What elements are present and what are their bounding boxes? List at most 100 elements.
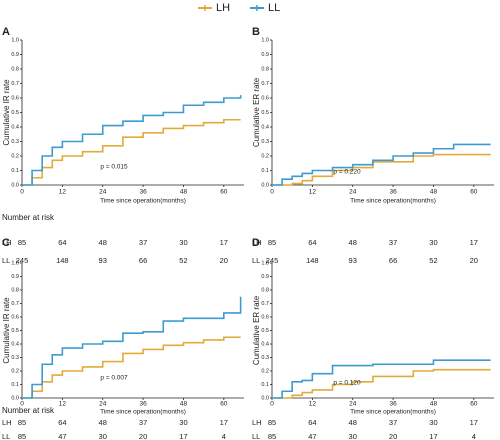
y-tick-label: 0.3: [261, 139, 269, 145]
risk-count: 30: [179, 418, 187, 427]
panel-label: C: [2, 237, 10, 249]
legend-label: LL: [268, 2, 280, 14]
risk-count: 148: [306, 256, 319, 265]
p-value: p = 0.015: [100, 164, 128, 171]
survival-curve: [272, 143, 491, 186]
y-tick-label: 0.0: [261, 395, 269, 401]
risk-count: 93: [349, 256, 357, 265]
x-tick-label: 48: [430, 401, 438, 408]
survival-curve: [22, 296, 242, 399]
risk-count: 30: [349, 432, 357, 440]
risk-row-label: LH: [252, 238, 262, 247]
risk-count: 17: [470, 238, 478, 247]
survival-curve: [272, 368, 491, 399]
x-tick-label: 24: [99, 189, 107, 196]
risk-count: 85: [268, 418, 276, 427]
y-tick-label: 1.0: [11, 37, 19, 43]
risk-count: 20: [389, 432, 397, 440]
panel-label: D: [252, 237, 260, 249]
y-tick-label: 0.6: [261, 95, 269, 101]
survival-curve: [22, 95, 242, 186]
y-tick-label: 0.5: [11, 328, 19, 334]
risk-table-title: Number at risk: [2, 406, 55, 415]
risk-row-label: LH: [2, 238, 12, 247]
risk-count: 30: [429, 238, 437, 247]
y-tick-label: 0.2: [261, 153, 269, 159]
y-tick-label: 0.4: [11, 124, 19, 130]
y-tick-label: 1.0: [261, 260, 269, 266]
y-tick-label: 0.7: [261, 301, 269, 307]
risk-count: 47: [308, 432, 316, 440]
risk-count: 148: [56, 256, 69, 265]
risk-count: 30: [179, 238, 187, 247]
risk-count: 245: [16, 256, 29, 265]
risk-count: 48: [349, 238, 357, 247]
x-tick-label: 12: [59, 189, 67, 196]
risk-count: 20: [139, 432, 147, 440]
y-tick-label: 0.8: [11, 66, 19, 72]
y-tick-label: 0.3: [11, 355, 19, 361]
x-tick-label: 24: [99, 401, 107, 408]
risk-count: 48: [349, 418, 357, 427]
risk-count: 48: [99, 238, 107, 247]
x-tick-label: 24: [349, 401, 357, 408]
x-tick-label: 0: [270, 401, 274, 408]
y-tick-label: 0.8: [261, 66, 269, 72]
y-tick-label: 0.1: [261, 168, 269, 174]
risk-count: 4: [222, 432, 226, 440]
risk-count: 66: [389, 256, 397, 265]
risk-count: 37: [389, 238, 397, 247]
risk-count: 85: [18, 238, 26, 247]
risk-table-title: Number at risk: [2, 213, 55, 222]
y-tick-label: 0.0: [11, 395, 19, 401]
y-tick-label: 0.9: [261, 274, 269, 280]
survival-curve: [22, 336, 241, 399]
risk-count: 64: [308, 238, 316, 247]
risk-row-label: LL: [2, 432, 10, 440]
y-tick-label: 0.7: [11, 81, 19, 87]
y-tick-label: 0.2: [261, 368, 269, 374]
y-tick-label: 0.5: [261, 110, 269, 116]
survival-curve: [272, 153, 491, 186]
x-tick-label: 48: [430, 189, 438, 196]
x-axis-label: Time since operation(months): [350, 198, 436, 205]
x-tick-label: 36: [389, 189, 397, 196]
risk-count: 17: [220, 418, 228, 427]
x-tick-label: 36: [139, 189, 147, 196]
y-tick-label: 1.0: [11, 260, 19, 266]
y-tick-label: 0.3: [261, 355, 269, 361]
risk-count: 48: [99, 418, 107, 427]
risk-count: 17: [220, 238, 228, 247]
y-axis-label: Cumulative IR rate: [2, 79, 11, 146]
panel-label: B: [252, 26, 260, 38]
risk-count: 30: [429, 418, 437, 427]
panel-label: A: [2, 26, 10, 38]
y-tick-label: 0.2: [11, 368, 19, 374]
y-tick-label: 0.5: [261, 328, 269, 334]
risk-count: 85: [268, 432, 276, 440]
y-tick-label: 0.9: [261, 52, 269, 58]
x-tick-label: 48: [180, 189, 188, 196]
y-tick-label: 0.6: [11, 314, 19, 320]
y-tick-label: 0.7: [11, 301, 19, 307]
y-tick-label: 0.1: [261, 382, 269, 388]
risk-count: 85: [18, 432, 26, 440]
y-tick-label: 0.4: [11, 341, 19, 347]
risk-count: 37: [139, 238, 147, 247]
x-tick-label: 0: [270, 189, 274, 196]
x-tick-label: 0: [20, 401, 24, 408]
risk-count: 93: [99, 256, 107, 265]
risk-row-label: LH: [2, 418, 12, 427]
risk-count: 64: [58, 418, 66, 427]
risk-count: 64: [58, 238, 66, 247]
risk-count: 66: [139, 256, 147, 265]
risk-count: 64: [308, 418, 316, 427]
risk-count: 37: [139, 418, 147, 427]
risk-row-label: LL: [2, 256, 10, 265]
risk-count: 47: [58, 432, 66, 440]
x-axis-label: Time since operation(months): [100, 409, 186, 416]
y-tick-label: 0.1: [11, 382, 19, 388]
x-tick-label: 12: [309, 189, 317, 196]
risk-row-label: LL: [252, 256, 260, 265]
